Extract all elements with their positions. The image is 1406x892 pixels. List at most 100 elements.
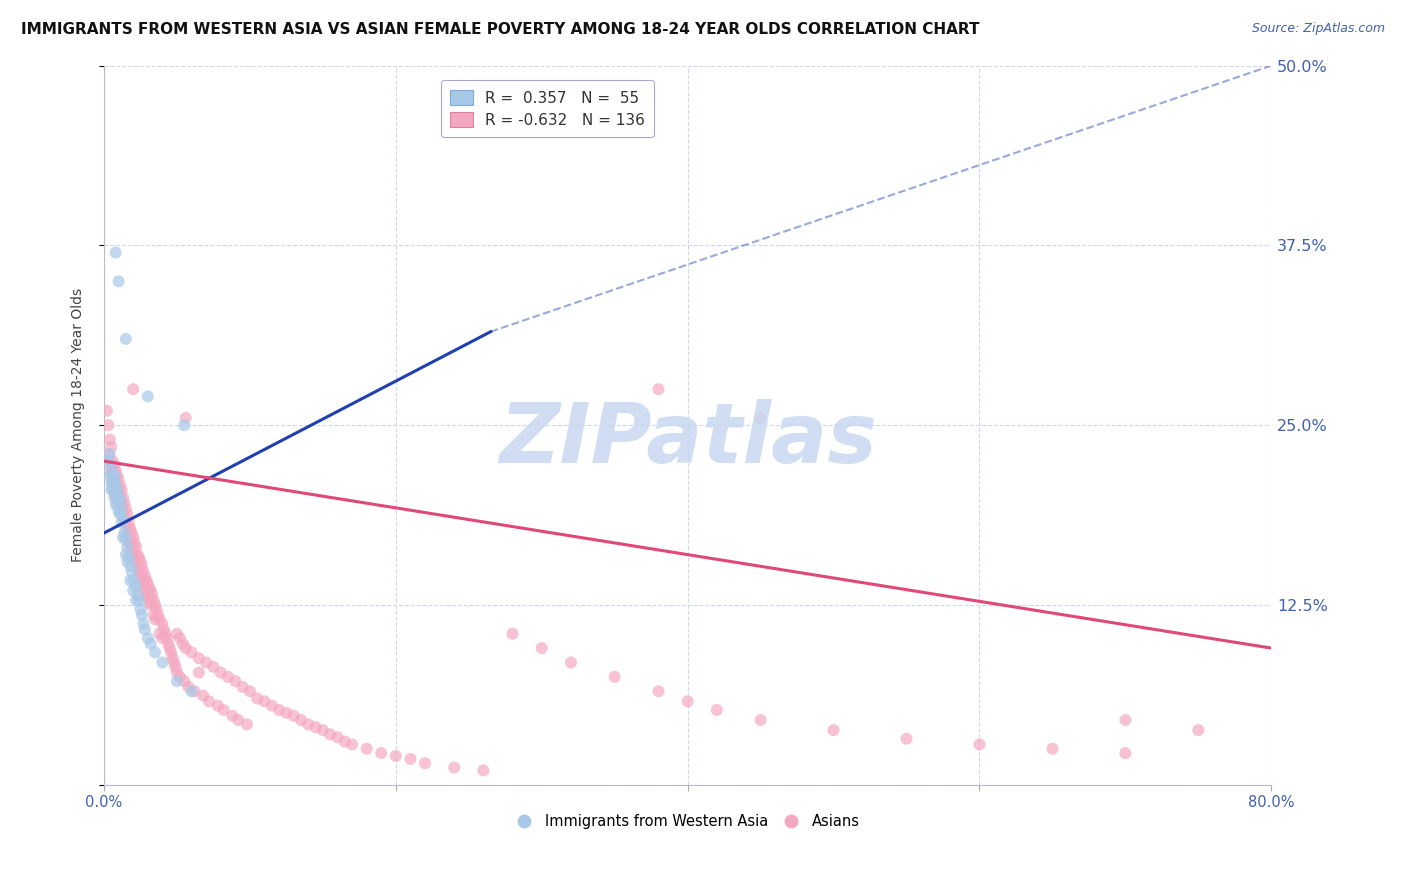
Point <box>166 626 188 640</box>
Point <box>156 631 179 645</box>
Point <box>122 583 145 598</box>
Point <box>155 626 177 640</box>
Point <box>127 588 149 602</box>
Point <box>104 497 127 511</box>
Point <box>108 508 131 522</box>
Point <box>107 504 129 518</box>
Point <box>98 433 121 447</box>
Point <box>224 674 246 689</box>
Point <box>112 526 135 541</box>
Point <box>100 483 122 497</box>
Point <box>969 738 991 752</box>
Point <box>385 749 408 764</box>
Point <box>143 645 166 659</box>
Point <box>370 746 392 760</box>
Point <box>134 569 156 583</box>
Point <box>276 706 298 720</box>
Point <box>202 660 225 674</box>
Point <box>253 694 276 708</box>
Point <box>125 593 148 607</box>
Point <box>1114 713 1136 727</box>
Point <box>139 637 162 651</box>
Point <box>319 727 342 741</box>
Point <box>129 569 152 583</box>
Point <box>97 454 120 468</box>
Point <box>100 461 122 475</box>
Point <box>104 483 127 497</box>
Point <box>647 382 669 396</box>
Point <box>260 698 283 713</box>
Point <box>172 637 194 651</box>
Point <box>232 680 254 694</box>
Point <box>103 473 125 487</box>
Point <box>122 382 145 396</box>
Point <box>128 593 150 607</box>
Point <box>124 550 146 565</box>
Point <box>195 656 218 670</box>
Point <box>165 660 187 674</box>
Point <box>166 674 188 689</box>
Point <box>173 674 195 689</box>
Point <box>107 487 129 501</box>
Point <box>132 565 155 579</box>
Point <box>187 665 209 680</box>
Point <box>749 411 772 425</box>
Text: ZIPatlas: ZIPatlas <box>499 399 876 480</box>
Point <box>117 522 139 536</box>
Point <box>239 684 262 698</box>
Point <box>100 440 122 454</box>
Text: IMMIGRANTS FROM WESTERN ASIA VS ASIAN FEMALE POVERTY AMONG 18-24 YEAR OLDS CORRE: IMMIGRANTS FROM WESTERN ASIA VS ASIAN FE… <box>21 22 980 37</box>
Point <box>107 490 129 504</box>
Point <box>502 626 524 640</box>
Point <box>111 511 134 525</box>
Point <box>108 478 131 492</box>
Point <box>297 717 319 731</box>
Point <box>115 332 138 346</box>
Point <box>120 574 142 588</box>
Point <box>104 475 127 490</box>
Point <box>122 530 145 544</box>
Point <box>103 478 125 492</box>
Point <box>127 562 149 576</box>
Point <box>111 504 134 518</box>
Point <box>121 541 143 555</box>
Point <box>139 583 162 598</box>
Point <box>131 559 153 574</box>
Point <box>217 670 239 684</box>
Point <box>104 478 127 492</box>
Point <box>101 468 124 483</box>
Point <box>159 641 181 656</box>
Point <box>120 522 142 536</box>
Point <box>304 720 326 734</box>
Text: Source: ZipAtlas.com: Source: ZipAtlas.com <box>1251 22 1385 36</box>
Point <box>135 588 157 602</box>
Point <box>132 579 155 593</box>
Point <box>150 631 173 645</box>
Point <box>676 694 699 708</box>
Point <box>103 468 125 483</box>
Point <box>117 508 139 522</box>
Point <box>108 492 131 507</box>
Point <box>108 492 131 507</box>
Legend: Immigrants from Western Asia, Asians: Immigrants from Western Asia, Asians <box>510 808 866 835</box>
Point <box>187 651 209 665</box>
Point <box>115 533 138 548</box>
Point <box>198 694 221 708</box>
Point <box>267 703 290 717</box>
Point <box>112 496 135 510</box>
Point <box>603 670 626 684</box>
Point <box>162 651 184 665</box>
Point <box>131 574 153 588</box>
Point <box>896 731 918 746</box>
Point <box>129 602 152 616</box>
Point <box>111 490 134 504</box>
Point <box>150 616 173 631</box>
Point <box>132 616 155 631</box>
Point <box>163 656 186 670</box>
Point <box>139 598 162 612</box>
Point <box>98 447 121 461</box>
Point <box>180 645 202 659</box>
Point <box>148 612 170 626</box>
Point <box>105 497 128 511</box>
Point <box>134 583 156 598</box>
